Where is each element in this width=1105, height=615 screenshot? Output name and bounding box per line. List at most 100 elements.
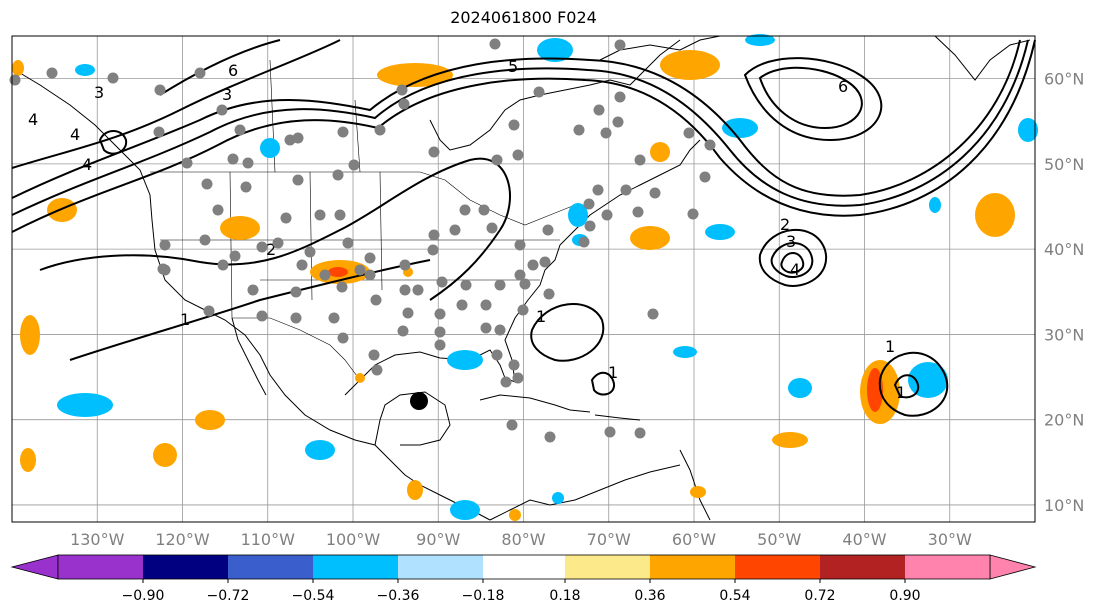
station-dot xyxy=(500,376,512,388)
station-dot xyxy=(159,239,171,251)
contour-label: 4 xyxy=(70,125,80,144)
colorbar-tick-label: −0.54 xyxy=(292,588,335,604)
colorbar-segment xyxy=(735,555,820,579)
latitude-tick-label: 20°N xyxy=(1044,411,1084,430)
contour-label: 4 xyxy=(28,110,38,129)
station-dot xyxy=(544,431,556,443)
station-dot xyxy=(427,244,439,256)
station-dot xyxy=(434,339,446,351)
contours xyxy=(11,39,1036,417)
colorbar-over-triangle xyxy=(989,554,1037,580)
station-dot xyxy=(337,126,349,138)
station-dot xyxy=(620,184,632,196)
contour-label: 1 xyxy=(608,363,618,382)
colorbar-segment xyxy=(313,555,398,579)
station-dot xyxy=(508,119,520,131)
station-dot xyxy=(256,241,268,253)
longitude-labels: 130°W 120°W 110°W 100°W 90°W 80°W 70°W 60°W 50°W… xyxy=(70,530,972,549)
station-dot xyxy=(234,124,246,136)
station-dot xyxy=(634,427,646,439)
colorbar-segment xyxy=(143,555,228,579)
contour-label: 1 xyxy=(885,337,895,356)
station-dot xyxy=(292,132,304,144)
longitude-tick-label: 120°W xyxy=(155,530,210,549)
station-dot xyxy=(512,372,524,384)
latitude-tick-label: 50°N xyxy=(1044,155,1084,174)
colorbar-tick-label: −0.90 xyxy=(122,588,165,604)
station-dot xyxy=(514,239,526,251)
station-dot xyxy=(328,312,340,324)
contour-label: 6 xyxy=(228,61,238,80)
colorbar-segment xyxy=(820,555,905,579)
station-dot xyxy=(290,286,302,298)
station-dot xyxy=(107,72,119,84)
storm-marker xyxy=(410,392,428,410)
station-dot xyxy=(527,259,539,271)
contour-label: 1 xyxy=(896,383,906,402)
contour-label: 1 xyxy=(536,307,546,326)
station-dot xyxy=(319,269,331,281)
station-dot xyxy=(247,284,259,296)
station-dot xyxy=(402,307,414,319)
station-dot xyxy=(517,304,529,316)
station-dot xyxy=(201,178,213,190)
station-dot xyxy=(272,237,284,249)
station-dot xyxy=(280,212,292,224)
station-dot xyxy=(368,349,380,361)
station-dot xyxy=(434,326,446,338)
station-dot xyxy=(396,84,408,96)
map-title: 2024061800 F024 xyxy=(450,8,597,27)
station-dot xyxy=(649,187,661,199)
colorbar-tick-label: 0.54 xyxy=(719,588,750,604)
station-dot xyxy=(592,184,604,196)
station-dot xyxy=(539,256,551,268)
station-dot xyxy=(542,224,554,236)
station-dot xyxy=(229,250,241,262)
colorbar-segment xyxy=(565,555,650,579)
station-dot xyxy=(573,124,585,136)
station-dot xyxy=(428,146,440,158)
contour-label: 2 xyxy=(266,240,276,259)
station-dot xyxy=(614,39,626,51)
station-dot xyxy=(519,278,531,290)
colorbar-tick-label: 0.72 xyxy=(804,588,835,604)
longitude-tick-label: 90°W xyxy=(416,530,460,549)
station-dot xyxy=(242,157,254,169)
station-dot xyxy=(304,246,316,258)
map-frame xyxy=(11,35,1036,523)
station-dot xyxy=(699,171,711,183)
station-dot xyxy=(543,288,555,300)
station-dot xyxy=(212,204,224,216)
colorbar-segment xyxy=(398,555,483,579)
station-dot xyxy=(46,67,58,79)
station-dot xyxy=(154,84,166,96)
colorbar-tick-label: 0.90 xyxy=(889,588,920,604)
station-dot xyxy=(533,86,545,98)
station-dot xyxy=(683,127,695,139)
station-dot xyxy=(460,279,472,291)
station-dot xyxy=(159,264,171,276)
station-dot xyxy=(704,139,716,151)
longitude-tick-label: 80°W xyxy=(501,530,545,549)
station-dot xyxy=(399,259,411,271)
station-dot xyxy=(583,198,595,210)
station-dot xyxy=(632,206,644,218)
station-dot xyxy=(604,426,616,438)
station-dot xyxy=(199,234,211,246)
station-dot xyxy=(459,204,471,216)
station-dot xyxy=(584,220,596,232)
longitude-tick-label: 100°W xyxy=(326,530,381,549)
station-dot xyxy=(374,124,386,136)
station-dot xyxy=(314,209,326,221)
station-dot xyxy=(436,276,448,288)
station-dot xyxy=(486,222,498,234)
contour-label: 1 xyxy=(180,310,190,329)
station-dot xyxy=(601,209,613,221)
station-dot xyxy=(491,349,503,361)
contour-label: 5 xyxy=(508,57,518,76)
station-dot xyxy=(342,237,354,249)
station-dot xyxy=(370,294,382,306)
station-dot xyxy=(494,279,506,291)
station-dot xyxy=(434,308,446,320)
station-dot xyxy=(489,38,501,50)
